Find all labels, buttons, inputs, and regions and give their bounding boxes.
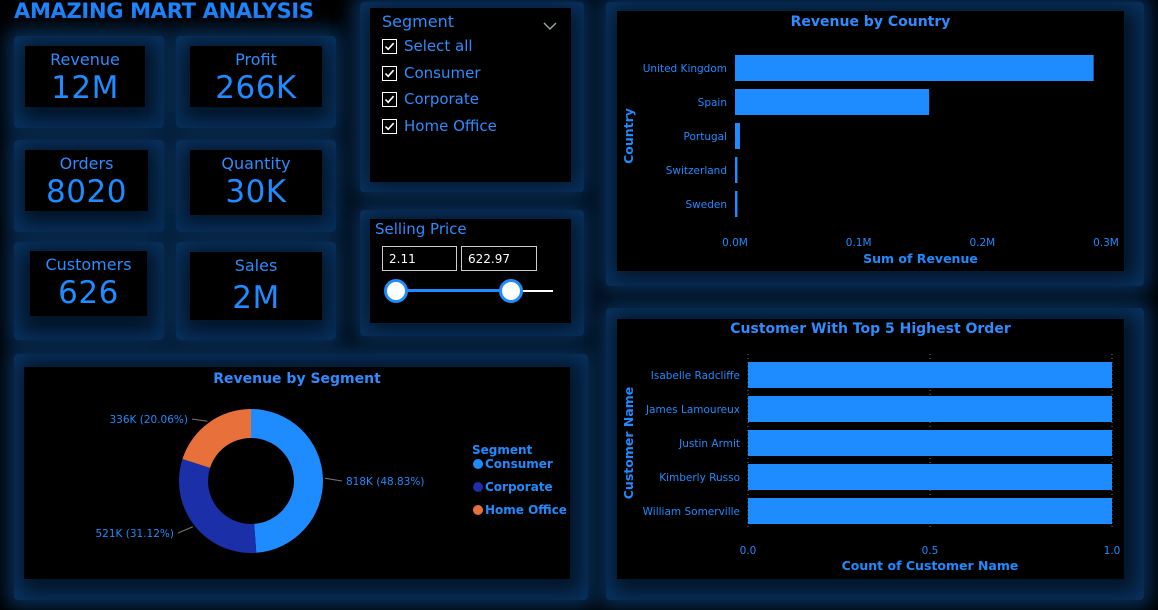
donut-slice <box>178 459 257 553</box>
legend-label: Home Office <box>485 503 567 517</box>
top-customers-chart: Customer With Top 5 Highest Order Isabel… <box>617 319 1124 579</box>
data-label: 521K (31.12%) <box>96 528 175 540</box>
tick-label: 0.0 <box>740 545 757 557</box>
category-label: William Somerville <box>643 506 740 518</box>
category-label: Portugal <box>684 131 728 143</box>
kpi-label: Quantity <box>221 154 291 173</box>
x-axis-label: Count of Customer Name <box>842 558 1019 573</box>
selling-price-title: Selling Price <box>375 220 467 238</box>
legend-marker-icon <box>473 482 483 492</box>
bar <box>748 396 1112 422</box>
checkbox-checked-icon[interactable] <box>382 118 397 134</box>
selling-price-slicer: Selling Price 2.11 622.97 <box>370 219 571 323</box>
segment-slicer: Segment Select all Consumer Corporate Ho… <box>370 8 571 182</box>
tick-label: 0.0M <box>722 237 748 249</box>
legend-label: Corporate <box>485 480 553 494</box>
checkbox-checked-icon[interactable] <box>382 38 397 54</box>
legend-title: Segment <box>472 443 533 457</box>
bar <box>735 191 738 217</box>
category-label: James Lamoureux <box>645 404 740 416</box>
y-axis-label: Customer Name <box>621 387 636 500</box>
segment-option-label: Select all <box>404 37 473 55</box>
checkbox-checked-icon[interactable] <box>382 65 397 81</box>
segment-option-label: Home Office <box>404 117 497 135</box>
tick-label: 0.2M <box>969 237 995 249</box>
bar <box>748 362 1112 388</box>
dashboard-title: AMAZING MART ANALYSIS <box>14 0 334 23</box>
label-leader <box>324 477 343 482</box>
segment-option-label: Corporate <box>404 90 479 108</box>
checkbox-checked-icon[interactable] <box>382 91 397 107</box>
tick-label: 0.5 <box>922 545 939 557</box>
bar <box>735 123 740 149</box>
kpi-value: 2M <box>232 280 280 316</box>
chevron-down-icon[interactable] <box>543 16 557 35</box>
top-customers-plot: Isabelle Radcliffe James Lamoureux Justin … <box>621 354 1121 573</box>
revenue-by-country-plot: United Kingdom Spain Portugal Switzerland Sw… <box>621 55 1119 266</box>
kpi-card-profit: Profit 266K <box>190 46 322 107</box>
bar <box>735 89 930 115</box>
legend-label: Consumer <box>485 457 553 471</box>
selling-price-min-handle[interactable] <box>384 279 408 303</box>
label-leader <box>191 418 208 422</box>
kpi-label: Profit <box>235 50 277 69</box>
segment-slicer-title: Segment <box>382 12 454 31</box>
category-label: Justin Armit <box>678 438 740 450</box>
selling-price-max-input[interactable]: 622.97 <box>461 246 537 271</box>
kpi-label: Revenue <box>50 50 120 69</box>
bar <box>748 464 1112 490</box>
kpi-card-quantity: Quantity 30K <box>190 150 322 215</box>
tick-label: 0.3M <box>1093 237 1119 249</box>
kpi-card-sales: Sales 2M <box>190 252 322 320</box>
donut-slice <box>251 409 323 553</box>
category-label: Spain <box>698 97 727 109</box>
category-label: United Kingdom <box>643 63 727 75</box>
bar <box>735 157 738 183</box>
legend-marker-icon <box>473 505 483 515</box>
bar <box>748 430 1112 456</box>
segment-option-consumer[interactable]: Consumer <box>382 63 481 83</box>
tick-label: 0.1M <box>846 237 872 249</box>
category-label: Sweden <box>686 199 728 211</box>
kpi-label: Sales <box>234 256 278 275</box>
data-label: 336K (20.06%) <box>110 414 189 426</box>
category-label: Isabelle Radcliffe <box>651 370 740 382</box>
x-axis-label: Sum of Revenue <box>863 251 978 266</box>
bar <box>748 498 1112 524</box>
revenue-by-segment-chart: Revenue by Segment 818K (48.83%) 521K (31… <box>24 367 570 579</box>
kpi-value: 30K <box>225 174 287 210</box>
kpi-card-customers: Customers 626 <box>30 251 147 316</box>
kpi-value: 626 <box>58 275 119 311</box>
chart-title: Revenue by Country <box>790 14 951 30</box>
kpi-value: 8020 <box>46 174 127 210</box>
revenue-by-segment-plot: 818K (48.83%) 521K (31.12%) 336K (20.06%) S… <box>96 409 567 553</box>
selling-price-max-handle[interactable] <box>498 279 523 303</box>
label-leader <box>177 526 194 534</box>
kpi-label: Customers <box>45 255 132 274</box>
selling-price-min-input[interactable]: 2.11 <box>382 246 457 271</box>
bar <box>735 55 1094 81</box>
chart-title: Customer With Top 5 Highest Order <box>730 321 1011 337</box>
kpi-label: Orders <box>59 154 114 173</box>
segment-option-select-all[interactable]: Select all <box>382 36 473 56</box>
kpi-card-revenue: Revenue 12M <box>25 46 145 107</box>
kpi-value: 266K <box>215 70 297 106</box>
segment-option-label: Consumer <box>404 64 481 82</box>
revenue-by-country-chart: Revenue by Country United Kingdom Spain Po… <box>617 11 1124 271</box>
tick-label: 1.0 <box>1104 545 1121 557</box>
category-label: Kimberly Russo <box>659 472 740 484</box>
data-label: 818K (48.83%) <box>346 476 425 488</box>
segment-option-corporate[interactable]: Corporate <box>382 89 479 109</box>
legend-marker-icon <box>473 459 483 469</box>
chart-title: Revenue by Segment <box>213 371 381 387</box>
kpi-value: 12M <box>51 70 119 106</box>
category-label: Switzerland <box>666 165 727 177</box>
y-axis-label: Country <box>621 108 636 164</box>
segment-option-home-office[interactable]: Home Office <box>382 116 497 136</box>
selling-price-slider-fill <box>396 289 511 292</box>
kpi-card-orders: Orders 8020 <box>25 150 148 211</box>
donut-slice <box>182 409 251 468</box>
